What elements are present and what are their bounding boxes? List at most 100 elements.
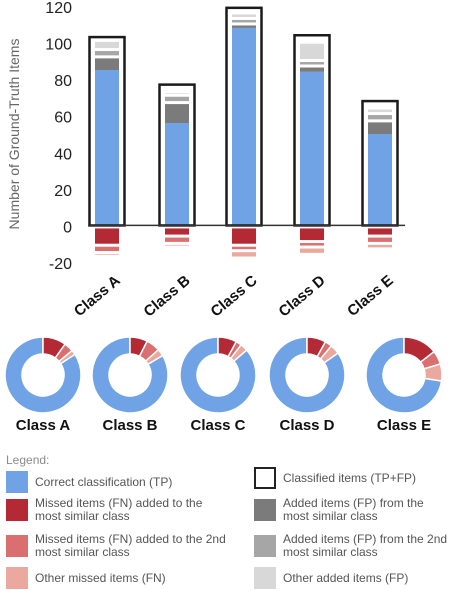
bar-segment — [165, 104, 189, 124]
donut-charts: Class A Class B Class C Class D Class E — [4, 336, 443, 434]
legend-item-fp-2nd-similar: Added items (FP) from the 2nd most simil… — [254, 533, 448, 559]
donut: Class B — [91, 336, 169, 434]
bar-segment — [232, 228, 256, 244]
bar-segment — [300, 67, 324, 72]
donut-label: Class B — [102, 417, 157, 434]
bar-group — [158, 83, 196, 246]
bar-segment — [232, 246, 256, 250]
legend-label-fn-most-similar: Missed items (FN) added to the most simi… — [35, 496, 203, 523]
legend-swatch-fn-most-similar — [6, 499, 28, 521]
x-axis-ticks: Class A Class B Class C Class D Class E — [71, 272, 397, 321]
bar-segment — [368, 109, 392, 113]
donut-slice — [229, 343, 248, 363]
donut-slice — [423, 362, 443, 382]
legend-label-fp-2nd-similar: Added items (FP) from the 2nd most simil… — [283, 532, 448, 559]
bar-segment — [95, 254, 119, 255]
donut-slice — [179, 336, 257, 414]
legend: Legend: Correct classification (TP) Miss… — [0, 450, 450, 590]
legend-swatch-fn-other — [6, 567, 28, 589]
bar-group — [225, 6, 263, 257]
donut-label: Class C — [190, 417, 245, 434]
legend-swatch-tp — [6, 471, 28, 493]
legend-swatch-classified — [254, 467, 276, 489]
bar-segment — [300, 248, 324, 253]
bar-segment — [165, 96, 189, 102]
legend-item-fn-2nd-similar: Missed items (FN) added to the 2nd most … — [6, 533, 230, 559]
y-axis-ticks: -20 0 20 40 60 80 100 120 — [45, 0, 72, 273]
donut-label: Class E — [377, 417, 431, 434]
bar-segment — [368, 115, 392, 120]
x-tick-label: Class B — [140, 272, 193, 321]
bar-segment — [232, 252, 256, 257]
bar-segment — [300, 62, 324, 65]
bar-segment — [95, 228, 119, 244]
bar-segment — [300, 43, 324, 60]
donut: Class A — [4, 336, 82, 434]
legend-label-fp-other: Other added items (FP) — [283, 570, 409, 585]
bar-segment — [95, 51, 119, 56]
bar-segment — [232, 27, 256, 226]
bar-segment — [368, 228, 392, 235]
legend-label-tp: Correct classification (TP) — [35, 474, 173, 489]
bar-segment — [368, 122, 392, 134]
bar-segment — [300, 71, 324, 226]
legend-label-classified: Classified items (TP+FP) — [283, 470, 417, 485]
legend-item-classified: Classified items (TP+FP) — [254, 467, 443, 489]
donut: Class D — [268, 336, 346, 434]
legend-swatch-fn-2nd-similar — [6, 535, 28, 557]
y-tick-label: 40 — [54, 146, 72, 163]
legend-title: Legend: — [6, 453, 50, 467]
y-axis-label: Number of Ground-Truth Items — [6, 39, 22, 230]
legend-label-fn-other: Other missed items (FN) — [35, 570, 166, 585]
legend-item-fn-other: Other missed items (FN) — [6, 567, 215, 589]
bar-segment — [95, 246, 119, 252]
bar-segment — [165, 228, 189, 235]
donut: Class C — [179, 336, 257, 434]
y-tick-label: 0 — [63, 219, 72, 236]
y-tick-label: 20 — [54, 183, 72, 200]
bars — [88, 6, 399, 257]
bar-chart: -20 0 20 40 60 80 100 120 Number of Ground-Trut… — [6, 0, 405, 320]
bar-segment — [368, 244, 392, 248]
legend-label-fn-2nd-similar: Missed items (FN) added to the 2nd most … — [35, 532, 226, 559]
legend-label-fp-most-similar: Added items (FP) from the most similar c… — [283, 496, 424, 523]
y-tick-label: 60 — [54, 110, 72, 127]
y-tick-label: 80 — [54, 73, 72, 90]
x-tick-label: Class E — [344, 272, 396, 320]
y-tick-label: 100 — [45, 37, 72, 54]
donut-slice — [58, 349, 76, 365]
donut-slice — [4, 336, 82, 414]
donut-slice — [319, 344, 339, 364]
bar-segment — [232, 14, 256, 17]
donut-slice — [144, 348, 164, 366]
bar-segment — [95, 41, 119, 49]
bar-segment — [232, 19, 256, 23]
bar-segment — [165, 123, 189, 226]
donut-slice — [91, 336, 169, 414]
legend-swatch-fp-other — [254, 567, 276, 589]
bar-segment — [232, 25, 256, 28]
legend-swatch-fp-most-similar — [254, 499, 276, 521]
x-tick-label: Class C — [207, 272, 260, 321]
bar-segment — [300, 228, 324, 241]
donut: Class E — [365, 336, 443, 434]
legend-item-fn-most-similar: Missed items (FN) added to the most simi… — [6, 497, 215, 523]
bar-segment — [165, 244, 189, 246]
bar-segment — [300, 243, 324, 246]
legend-item-fp-most-similar: Added items (FP) from the most similar c… — [254, 497, 443, 523]
bar-segment — [165, 93, 189, 94]
bar-segment — [95, 58, 119, 70]
x-tick-label: Class A — [71, 272, 124, 320]
bar-group — [293, 34, 331, 253]
donut-label: Class A — [16, 417, 71, 434]
y-tick-label: 120 — [45, 0, 72, 17]
legend-item-tp: Correct classification (TP) — [6, 471, 215, 493]
bar-segment — [368, 237, 392, 242]
bar-group — [88, 35, 126, 255]
donut-slice — [268, 336, 346, 414]
y-tick-label: -20 — [49, 256, 72, 273]
bar-segment — [95, 70, 119, 226]
bar-segment — [368, 134, 392, 226]
x-tick-label: Class D — [275, 272, 328, 321]
